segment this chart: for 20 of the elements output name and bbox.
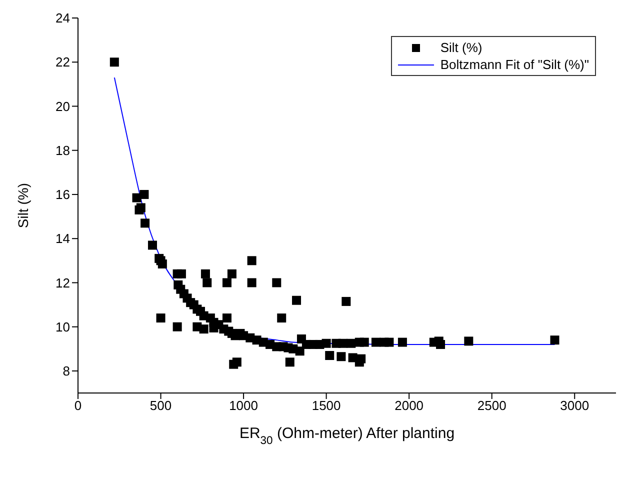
y-tick-label: 18 bbox=[56, 142, 70, 158]
y-tick-label: 14 bbox=[56, 231, 70, 246]
y-axis-title: Silt (%) bbox=[14, 182, 31, 228]
y-tick-label: 16 bbox=[56, 187, 70, 202]
x-tick-label: 0 bbox=[74, 398, 82, 414]
y-tick-label: 10 bbox=[56, 319, 70, 334]
x-tick-label: 3000 bbox=[560, 398, 590, 414]
x-tick-label: 500 bbox=[150, 398, 172, 414]
y-tick-label: 20 bbox=[56, 98, 70, 114]
legend-label: Boltzmann Fit of "Silt (%)" bbox=[440, 56, 589, 73]
x-tick-label: 2500 bbox=[477, 398, 506, 414]
x-tick-label: 1000 bbox=[229, 398, 258, 414]
y-tick-label: 22 bbox=[56, 54, 70, 70]
legend-label: Silt (%) bbox=[440, 39, 482, 56]
y-tick-label: 24 bbox=[56, 10, 70, 26]
x-axis-title: ER$_{30}$ (Ohm-meter) After planting bbox=[239, 425, 455, 447]
y-tick-label: 8 bbox=[62, 364, 70, 379]
y-tick-label: 12 bbox=[56, 275, 70, 290]
x-tick-label: 1500 bbox=[312, 398, 341, 414]
x-tick-label: 2000 bbox=[394, 398, 424, 414]
